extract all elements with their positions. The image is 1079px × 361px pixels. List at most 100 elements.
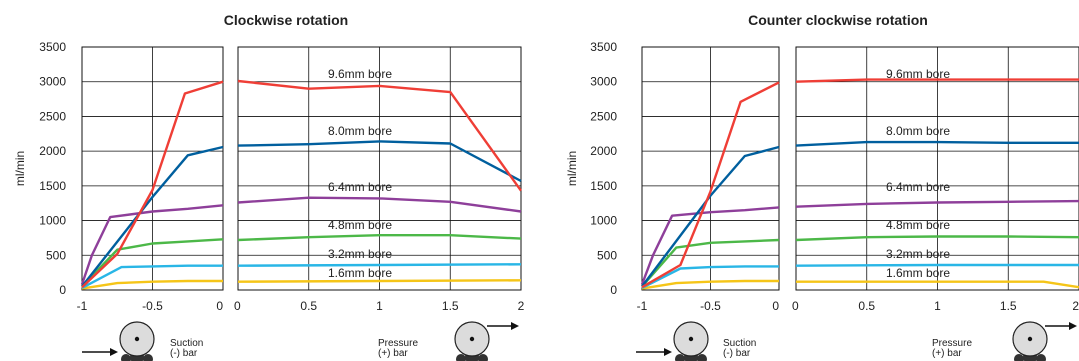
y-axis-label: ml/min — [565, 151, 579, 186]
series-line — [795, 235, 1079, 242]
series-line — [641, 265, 779, 289]
y-tick-label: 3500 — [590, 40, 617, 54]
panel-suction: -1 -0.5 0 Suction(-) bar — [637, 46, 780, 359]
series-line — [81, 264, 223, 289]
pump-rotor-foot — [121, 354, 131, 361]
plot-frame — [237, 46, 522, 291]
series-line — [795, 140, 1079, 147]
x-axis-caption: Pressure — [932, 338, 972, 349]
panel-pressure: 0 0.5 1 1.5 2 Pressure(+) bar — [792, 46, 1079, 359]
x-axis-caption: (+) bar — [378, 348, 408, 359]
pump-rotor-foot — [478, 354, 488, 361]
panel-pressure: 0 0.5 1 1.5 2 Pressure(+) bar — [234, 46, 525, 359]
series-line — [237, 263, 522, 267]
y-tick-label: 1500 — [590, 179, 617, 193]
y-tick-label: 3000 — [590, 75, 617, 89]
series-label: 9.6mm bore — [328, 67, 392, 81]
flow-arrow-icon — [1045, 322, 1077, 330]
flow-arrow-head — [664, 348, 672, 356]
x-tick-label: -0.5 — [142, 299, 163, 313]
series-line — [81, 238, 224, 288]
series-label: 8.0mm bore — [886, 124, 950, 138]
pump-rotor-hub — [1027, 336, 1033, 342]
x-tick-label: 0.5 — [858, 299, 875, 313]
pump-rotor-foot — [1014, 354, 1024, 361]
y-tick-label: 500 — [597, 248, 617, 262]
x-tick-label: 0 — [234, 299, 241, 313]
series-line — [641, 81, 780, 289]
pump-rotor-foot — [143, 354, 153, 361]
series-line — [237, 233, 522, 242]
y-tick-label: 1000 — [590, 214, 617, 228]
x-axis-caption: Suction — [723, 338, 756, 349]
x-tick-label: 1 — [934, 299, 941, 313]
flow-arrow-icon — [82, 348, 118, 356]
series-label: 1.6mm bore — [328, 266, 392, 280]
y-axis-label: ml/min — [13, 151, 27, 186]
chart-title: Counter clockwise rotation — [748, 12, 928, 28]
series-line — [795, 199, 1079, 208]
series-line — [81, 145, 224, 288]
chart-counter-clockwise: Counter clockwise rotationml/min05001000… — [565, 12, 1079, 361]
x-axis-caption: Pressure — [378, 338, 418, 349]
x-axis-caption: (+) bar — [932, 348, 962, 359]
series-label: 8.0mm bore — [328, 124, 392, 138]
pump-rotor-icon — [119, 321, 155, 361]
pump-rotor-hub — [469, 336, 475, 342]
series-line — [237, 279, 522, 283]
chart-clockwise: Clockwise rotationml/min0500100015002000… — [13, 12, 525, 361]
x-tick-label: 1.5 — [442, 299, 459, 313]
y-tick-label: 2000 — [590, 144, 617, 158]
series-line — [237, 79, 522, 192]
pump-rotor-hub — [134, 336, 140, 342]
pump-rotor-icon — [1012, 321, 1048, 361]
series-label: 6.4mm bore — [886, 180, 950, 194]
flow-arrow-head — [511, 322, 519, 330]
y-tick-label: 1500 — [39, 179, 66, 193]
series-line — [640, 206, 780, 285]
x-axis-caption: (-) bar — [723, 348, 751, 359]
series-line — [237, 140, 522, 183]
series-label: 1.6mm bore — [886, 266, 950, 280]
series-line — [81, 80, 224, 289]
series-label: 4.8mm bore — [328, 218, 392, 232]
y-tick-label: 0 — [610, 283, 617, 297]
y-tick-label: 2000 — [39, 144, 66, 158]
flow-arrow-icon — [636, 348, 672, 356]
y-tick-label: 2500 — [39, 109, 66, 123]
plot-frame — [795, 46, 1079, 291]
flow-arrow-head — [110, 348, 118, 356]
x-tick-label: -0.5 — [700, 299, 721, 313]
x-tick-label: 1.5 — [1000, 299, 1017, 313]
x-tick-label: 0 — [772, 299, 779, 313]
series-line — [795, 78, 1079, 83]
x-tick-label: 0 — [792, 299, 799, 313]
series-line — [641, 238, 780, 288]
pump-rotor-icon — [673, 321, 709, 361]
series-line — [80, 204, 224, 285]
series-label: 3.2mm bore — [328, 247, 392, 261]
series-line — [641, 145, 780, 288]
x-tick-label: 1 — [376, 299, 383, 313]
x-axis-caption: (-) bar — [170, 348, 198, 359]
pump-rotor-foot — [456, 354, 466, 361]
x-tick-label: -1 — [77, 299, 88, 313]
plot-frame — [81, 46, 224, 291]
pump-rotor-foot — [1036, 354, 1046, 361]
y-tick-label: 3500 — [39, 40, 66, 54]
pump-rotor-hub — [688, 336, 694, 342]
series-line — [641, 279, 779, 290]
y-tick-label: 500 — [46, 248, 66, 262]
series-label: 6.4mm bore — [328, 180, 392, 194]
pump-rotor-foot — [697, 354, 707, 361]
x-axis-caption: Suction — [170, 338, 203, 349]
series-line — [795, 263, 1079, 267]
y-tick-label: 2500 — [590, 109, 617, 123]
series-label: 3.2mm bore — [886, 247, 950, 261]
y-tick-label: 1000 — [39, 214, 66, 228]
y-tick-label: 0 — [59, 283, 66, 297]
series-line — [237, 196, 522, 213]
x-tick-label: 2 — [1072, 299, 1079, 313]
x-tick-label: 2 — [518, 299, 525, 313]
